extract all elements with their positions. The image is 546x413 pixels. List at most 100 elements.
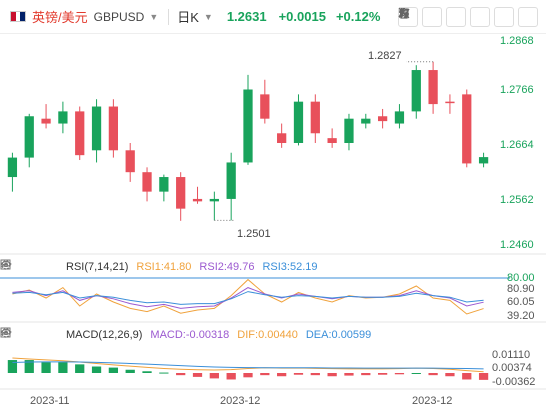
rsi-tick-label: 80.00 [507, 272, 535, 284]
candle-body [344, 118, 354, 143]
y-tick-label: 1.2766 [500, 84, 534, 96]
macd-histogram-bar [125, 369, 135, 373]
collapse-icon[interactable] [398, 7, 538, 27]
macd-histogram-bar [277, 373, 287, 377]
macd-histogram-bar [41, 362, 51, 373]
candle-body [260, 94, 270, 119]
candle-body [159, 177, 169, 192]
y-tick-label: 1.2664 [500, 139, 534, 151]
candle-body [142, 172, 152, 192]
macd-histogram-bar [108, 367, 119, 373]
rsi3-line [12, 291, 484, 305]
price-change-percent: +0.12% [335, 9, 381, 24]
macd-histogram-bar [7, 360, 18, 373]
rsi-header: RSI(7,14,21) RSI1:41.80 RSI2:49.76 RSI3:… [0, 259, 318, 275]
macd-tick-label: -0.00362 [492, 376, 536, 388]
macd-histogram-bar [310, 373, 320, 376]
candle-body [361, 118, 371, 124]
candle-body [293, 101, 304, 143]
current-price: 1.2631 [226, 9, 267, 24]
macd-histogram-bar [209, 373, 219, 379]
uk-flag-icon [10, 11, 26, 22]
y-tick-label: 1.2460 [500, 239, 534, 251]
candle-body [75, 111, 85, 156]
rsi1-line [12, 278, 484, 315]
macd-histogram-bar [377, 373, 388, 375]
date-label: 2023-12 [412, 395, 453, 407]
candle-body [428, 70, 438, 105]
candle-body [243, 89, 253, 163]
candle-body [226, 162, 236, 199]
rsi2-line [12, 287, 484, 309]
candle-body [478, 157, 489, 164]
macd-title: MACD(12,26,9) [66, 329, 143, 341]
high-price-label: 1.2827 [368, 50, 402, 62]
date-label: 2023-12 [220, 395, 261, 407]
pair-name[interactable]: 英镑/美元 [32, 10, 88, 25]
chevron-down-icon[interactable]: ▼ [149, 11, 159, 22]
candle-body [327, 138, 337, 143]
macd-histogram-bar [176, 373, 186, 376]
candle-body [277, 133, 287, 143]
candle-body [125, 150, 135, 173]
rsi-tick-label: 80.90 [507, 283, 535, 295]
rsi2-value: RSI2:49.76 [199, 261, 255, 273]
macd-histogram-bar [394, 373, 405, 375]
macd-histogram-bar [411, 373, 421, 374]
toolbar-divider [168, 8, 170, 25]
date-label: 2023-11 [30, 395, 70, 407]
indicator-select-icon[interactable] [0, 327, 62, 342]
macd-histogram-bar [58, 362, 68, 373]
period-chevron-down-icon[interactable]: ▼ [203, 11, 213, 22]
y-tick-label: 1.2562 [500, 194, 534, 206]
candle-body [41, 118, 51, 124]
macd-histogram-bar [361, 373, 371, 376]
macd-tick-label: 0.00374 [492, 362, 532, 374]
macd-histogram-bar [226, 373, 236, 380]
macd-histogram-bar [75, 364, 85, 373]
macd-histogram-bar [159, 372, 169, 374]
gear-icon[interactable] [1, 328, 44, 342]
macd-histogram-bar [243, 373, 253, 378]
dea-line [12, 361, 484, 370]
gear-icon[interactable] [1, 260, 44, 274]
macd-histogram-bar [344, 373, 354, 376]
indicator-select-icon[interactable] [0, 259, 62, 274]
macd-histogram-bar [428, 373, 438, 376]
candle-body [394, 111, 405, 124]
macd-value: MACD:-0.00318 [150, 329, 230, 341]
macd-histogram-bar [91, 366, 102, 373]
price-change: +0.0015 [278, 9, 326, 24]
candle-body [24, 116, 34, 158]
candle-body [91, 106, 102, 151]
macd-histogram-bar [24, 360, 34, 373]
macd-tick-label: 0.01110 [492, 349, 531, 361]
candle-body [192, 198, 203, 202]
rsi1-value: RSI1:41.80 [136, 261, 192, 273]
rsi-tick-label: 60.05 [507, 296, 535, 308]
y-tick-label: 1.2868 [500, 35, 534, 47]
macd-histogram-bar [260, 373, 270, 376]
period-select[interactable]: 日K [177, 10, 199, 25]
macd-histogram-bar [142, 371, 152, 373]
dif-value: DIF:0.00440 [237, 329, 298, 341]
macd-histogram-bar [478, 373, 489, 380]
macd-header: MACD(12,26,9) MACD:-0.00318 DIF:0.00440 … [0, 327, 371, 343]
candle-body [58, 111, 68, 124]
candle-body [310, 101, 320, 134]
macd-histogram-bar [462, 373, 472, 380]
rsi-title: RSI(7,14,21) [66, 261, 129, 273]
candle-body [462, 94, 472, 164]
chart-tools [398, 7, 538, 27]
candle-body [209, 198, 219, 202]
rsi3-value: RSI3:52.19 [262, 261, 318, 273]
candle-body [7, 157, 18, 178]
candle-body [176, 177, 186, 209]
dea-value: DEA:0.00599 [305, 329, 372, 341]
rsi-tick-label: 39.20 [507, 310, 535, 322]
candle-body [445, 101, 455, 104]
candle-body [108, 106, 119, 151]
pair-code[interactable]: GBPUSD [93, 9, 145, 24]
